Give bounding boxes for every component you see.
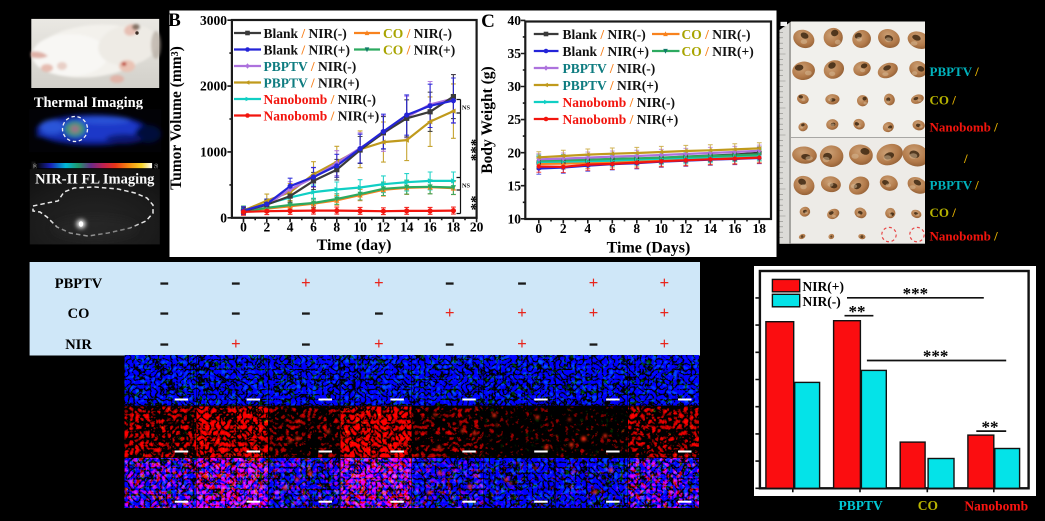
svg-text:6: 6 — [609, 221, 616, 236]
svg-text:+: + — [589, 273, 599, 292]
svg-text:Body Weight (g): Body Weight (g) — [479, 66, 496, 173]
svg-text:+: + — [374, 273, 384, 292]
svg-text:30: 30 — [508, 79, 522, 94]
svg-text:12: 12 — [377, 220, 391, 235]
svg-text:+: + — [374, 334, 384, 353]
svg-text:3000: 3000 — [200, 13, 227, 28]
svg-text:+: + — [589, 303, 599, 322]
svg-text:Blank / NIR(+): Blank / NIR(+) — [563, 44, 649, 59]
svg-text:***: *** — [923, 347, 949, 366]
svg-text:CO /: CO / — [930, 93, 957, 108]
svg-text:Time (Days): Time (Days) — [607, 240, 691, 257]
svg-text:**: ** — [849, 302, 866, 321]
svg-text:50: 50 — [155, 163, 160, 169]
svg-text:***: *** — [903, 284, 929, 303]
svg-text:CO / NIR(-): CO / NIR(-) — [383, 26, 452, 41]
svg-text:/: / — [963, 151, 968, 166]
svg-text:0: 0 — [220, 210, 227, 225]
svg-text:+: + — [517, 303, 527, 322]
svg-text:Nanobomb / NIR(+): Nanobomb / NIR(+) — [264, 108, 380, 123]
svg-text:30: 30 — [33, 163, 38, 169]
svg-text:40: 40 — [508, 13, 522, 28]
svg-text:+: + — [517, 334, 527, 353]
svg-text:CO: CO — [68, 306, 90, 322]
svg-text:0: 0 — [240, 220, 247, 235]
svg-text:15: 15 — [508, 178, 522, 193]
svg-text:2: 2 — [560, 221, 567, 236]
svg-text:Blank / NIR(-): Blank / NIR(-) — [264, 26, 347, 41]
svg-text:10: 10 — [508, 211, 522, 226]
svg-text:Thermal Imaging: Thermal Imaging — [34, 95, 144, 111]
svg-text:NIR-II FL Imaging: NIR-II FL Imaging — [35, 172, 155, 188]
svg-text:**: ** — [982, 418, 999, 437]
svg-text:18: 18 — [447, 220, 461, 235]
svg-text:Nanobomb: Nanobomb — [964, 499, 1028, 514]
svg-text:2000: 2000 — [200, 79, 227, 94]
svg-text:10: 10 — [353, 220, 367, 235]
svg-text:***: *** — [463, 139, 479, 162]
svg-text:**: ** — [463, 196, 479, 211]
svg-text:4: 4 — [584, 221, 591, 236]
svg-text:+: + — [231, 334, 241, 353]
svg-text:+: + — [659, 273, 669, 292]
svg-text:+: + — [301, 273, 311, 292]
svg-text:CO /: CO / — [930, 205, 957, 220]
svg-text:NS: NS — [462, 183, 471, 190]
svg-text:B: B — [168, 10, 181, 31]
svg-text:14: 14 — [400, 220, 414, 235]
svg-text:8: 8 — [333, 220, 340, 235]
svg-text:18: 18 — [753, 221, 767, 236]
svg-text:Blank / NIR(-): Blank / NIR(-) — [563, 27, 646, 42]
svg-text:Time (day): Time (day) — [317, 237, 392, 254]
svg-text:CO: CO — [918, 498, 938, 513]
svg-text:Nanobomb /: Nanobomb / — [930, 229, 999, 244]
svg-text:4: 4 — [287, 220, 294, 235]
svg-text:0: 0 — [535, 221, 542, 236]
svg-text:16: 16 — [728, 221, 742, 236]
svg-text:8: 8 — [633, 221, 640, 236]
svg-text:Tumor Volume (mm3): Tumor Volume (mm3) — [168, 46, 185, 190]
svg-text:25: 25 — [508, 112, 522, 127]
svg-text:16: 16 — [423, 220, 437, 235]
svg-text:12: 12 — [679, 221, 693, 236]
svg-text:PBPTV / NIR(+): PBPTV / NIR(+) — [264, 75, 360, 90]
svg-text:C: C — [481, 11, 495, 32]
svg-text:PBPTV: PBPTV — [838, 498, 883, 513]
svg-text:20: 20 — [470, 220, 484, 235]
svg-text:10: 10 — [655, 221, 669, 236]
svg-text:35: 35 — [508, 46, 522, 61]
svg-text:NS: NS — [462, 105, 471, 112]
svg-text:20: 20 — [508, 145, 522, 160]
svg-text:+: + — [659, 303, 669, 322]
svg-text:PBPTV: PBPTV — [55, 276, 103, 292]
svg-text:Blank / NIR(+): Blank / NIR(+) — [264, 42, 350, 57]
svg-text:+: + — [445, 303, 455, 322]
svg-text:CO / NIR(-): CO / NIR(-) — [682, 27, 751, 42]
svg-text:Nanobomb /: Nanobomb / — [930, 120, 999, 135]
svg-text:NIR(-): NIR(-) — [803, 294, 841, 309]
svg-text:PBPTV / NIR(-): PBPTV / NIR(-) — [264, 59, 357, 74]
svg-text:Nanobomb / NIR(+): Nanobomb / NIR(+) — [563, 112, 679, 127]
svg-text:NIR(+): NIR(+) — [803, 279, 844, 294]
svg-text:PBPTV /: PBPTV / — [930, 64, 980, 79]
svg-text:6: 6 — [310, 220, 317, 235]
svg-text:PBPTV /: PBPTV / — [930, 178, 980, 193]
svg-text:NIR: NIR — [65, 337, 92, 353]
svg-text:Nanobomb / NIR(-): Nanobomb / NIR(-) — [264, 92, 377, 107]
svg-text:CO / NIR(+): CO / NIR(+) — [383, 42, 455, 57]
svg-text:1000: 1000 — [200, 145, 227, 160]
svg-text:CO / NIR(+): CO / NIR(+) — [682, 44, 754, 59]
svg-text:PBPTV / NIR(-): PBPTV / NIR(-) — [563, 61, 656, 76]
svg-text:+: + — [659, 334, 669, 353]
svg-text:Nanobomb / NIR(-): Nanobomb / NIR(-) — [563, 95, 676, 110]
svg-text:PBPTV / NIR(+): PBPTV / NIR(+) — [563, 78, 659, 93]
svg-text:2: 2 — [263, 220, 270, 235]
svg-text:14: 14 — [704, 221, 718, 236]
